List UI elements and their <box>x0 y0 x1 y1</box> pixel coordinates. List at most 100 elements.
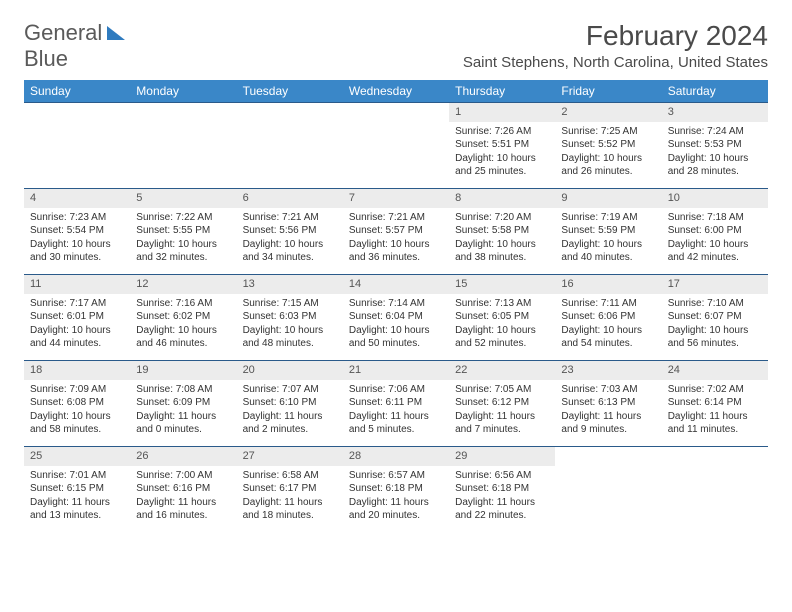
calendar-cell: 25Sunrise: 7:01 AMSunset: 6:15 PMDayligh… <box>24 447 130 533</box>
calendar-row: 4Sunrise: 7:23 AMSunset: 5:54 PMDaylight… <box>24 189 768 275</box>
sunrise-line: Sunrise: 7:09 AM <box>30 383 124 397</box>
calendar-cell: 1Sunrise: 7:26 AMSunset: 5:51 PMDaylight… <box>449 103 555 189</box>
calendar-cell: 11Sunrise: 7:17 AMSunset: 6:01 PMDayligh… <box>24 275 130 361</box>
weekday-header-row: Sunday Monday Tuesday Wednesday Thursday… <box>24 80 768 103</box>
sunrise-line: Sunrise: 7:15 AM <box>243 297 337 311</box>
day-details: Sunrise: 7:11 AMSunset: 6:06 PMDaylight:… <box>555 294 661 355</box>
sunrise-line: Sunrise: 7:19 AM <box>561 211 655 225</box>
sunset-line: Sunset: 6:07 PM <box>668 310 762 324</box>
location: Saint Stephens, North Carolina, United S… <box>463 54 768 71</box>
day-details: Sunrise: 6:57 AMSunset: 6:18 PMDaylight:… <box>343 466 449 527</box>
day-number: 13 <box>237 275 343 294</box>
calendar-cell: .. <box>555 447 661 533</box>
day-details: Sunrise: 7:19 AMSunset: 5:59 PMDaylight:… <box>555 208 661 269</box>
sunset-line: Sunset: 6:05 PM <box>455 310 549 324</box>
sunset-line: Sunset: 5:55 PM <box>136 224 230 238</box>
day-details: Sunrise: 7:14 AMSunset: 6:04 PMDaylight:… <box>343 294 449 355</box>
daylight-line: Daylight: 10 hours and 58 minutes. <box>30 410 124 437</box>
day-details: Sunrise: 7:24 AMSunset: 5:53 PMDaylight:… <box>662 122 768 183</box>
calendar-cell: 8Sunrise: 7:20 AMSunset: 5:58 PMDaylight… <box>449 189 555 275</box>
day-number: 21 <box>343 361 449 380</box>
sunrise-line: Sunrise: 7:20 AM <box>455 211 549 225</box>
sunset-line: Sunset: 6:18 PM <box>349 482 443 496</box>
day-details: Sunrise: 6:56 AMSunset: 6:18 PMDaylight:… <box>449 466 555 527</box>
sunrise-line: Sunrise: 6:57 AM <box>349 469 443 483</box>
calendar-cell: 6Sunrise: 7:21 AMSunset: 5:56 PMDaylight… <box>237 189 343 275</box>
sunrise-line: Sunrise: 7:06 AM <box>349 383 443 397</box>
calendar-row: ........1Sunrise: 7:26 AMSunset: 5:51 PM… <box>24 103 768 189</box>
calendar-cell: .. <box>662 447 768 533</box>
sunset-line: Sunset: 6:00 PM <box>668 224 762 238</box>
day-number: 22 <box>449 361 555 380</box>
sunrise-line: Sunrise: 7:07 AM <box>243 383 337 397</box>
sunset-line: Sunset: 6:13 PM <box>561 396 655 410</box>
daylight-line: Daylight: 10 hours and 46 minutes. <box>136 324 230 351</box>
daylight-line: Daylight: 10 hours and 42 minutes. <box>668 238 762 265</box>
calendar-cell: 27Sunrise: 6:58 AMSunset: 6:17 PMDayligh… <box>237 447 343 533</box>
day-number: 11 <box>24 275 130 294</box>
day-number: 3 <box>662 103 768 122</box>
day-details: Sunrise: 7:21 AMSunset: 5:57 PMDaylight:… <box>343 208 449 269</box>
day-number: 5 <box>130 189 236 208</box>
daylight-line: Daylight: 10 hours and 52 minutes. <box>455 324 549 351</box>
daylight-line: Daylight: 10 hours and 30 minutes. <box>30 238 124 265</box>
daylight-line: Daylight: 10 hours and 56 minutes. <box>668 324 762 351</box>
day-details: Sunrise: 7:23 AMSunset: 5:54 PMDaylight:… <box>24 208 130 269</box>
day-details: Sunrise: 7:16 AMSunset: 6:02 PMDaylight:… <box>130 294 236 355</box>
sunrise-line: Sunrise: 7:25 AM <box>561 125 655 139</box>
sunset-line: Sunset: 6:04 PM <box>349 310 443 324</box>
day-number: 27 <box>237 447 343 466</box>
day-details: Sunrise: 7:10 AMSunset: 6:07 PMDaylight:… <box>662 294 768 355</box>
weekday-header: Tuesday <box>237 80 343 103</box>
weekday-header: Wednesday <box>343 80 449 103</box>
calendar-cell: 18Sunrise: 7:09 AMSunset: 6:08 PMDayligh… <box>24 361 130 447</box>
day-details: Sunrise: 7:01 AMSunset: 6:15 PMDaylight:… <box>24 466 130 527</box>
calendar-cell: 20Sunrise: 7:07 AMSunset: 6:10 PMDayligh… <box>237 361 343 447</box>
sunset-line: Sunset: 5:53 PM <box>668 138 762 152</box>
sunset-line: Sunset: 5:57 PM <box>349 224 443 238</box>
sunrise-line: Sunrise: 7:03 AM <box>561 383 655 397</box>
sunset-line: Sunset: 6:06 PM <box>561 310 655 324</box>
sunset-line: Sunset: 5:52 PM <box>561 138 655 152</box>
calendar-cell: 24Sunrise: 7:02 AMSunset: 6:14 PMDayligh… <box>662 361 768 447</box>
calendar-cell: 26Sunrise: 7:00 AMSunset: 6:16 PMDayligh… <box>130 447 236 533</box>
day-details: Sunrise: 7:21 AMSunset: 5:56 PMDaylight:… <box>237 208 343 269</box>
calendar-cell: 19Sunrise: 7:08 AMSunset: 6:09 PMDayligh… <box>130 361 236 447</box>
day-number: 19 <box>130 361 236 380</box>
calendar-cell: 3Sunrise: 7:24 AMSunset: 5:53 PMDaylight… <box>662 103 768 189</box>
sunrise-line: Sunrise: 7:16 AM <box>136 297 230 311</box>
day-number: 8 <box>449 189 555 208</box>
calendar-cell: 13Sunrise: 7:15 AMSunset: 6:03 PMDayligh… <box>237 275 343 361</box>
calendar-cell: 29Sunrise: 6:56 AMSunset: 6:18 PMDayligh… <box>449 447 555 533</box>
day-details: Sunrise: 6:58 AMSunset: 6:17 PMDaylight:… <box>237 466 343 527</box>
sunrise-line: Sunrise: 7:14 AM <box>349 297 443 311</box>
sunrise-line: Sunrise: 6:56 AM <box>455 469 549 483</box>
day-number: 17 <box>662 275 768 294</box>
daylight-line: Daylight: 10 hours and 36 minutes. <box>349 238 443 265</box>
daylight-line: Daylight: 11 hours and 16 minutes. <box>136 496 230 523</box>
day-number: 28 <box>343 447 449 466</box>
calendar-cell: 14Sunrise: 7:14 AMSunset: 6:04 PMDayligh… <box>343 275 449 361</box>
daylight-line: Daylight: 11 hours and 9 minutes. <box>561 410 655 437</box>
sunrise-line: Sunrise: 7:11 AM <box>561 297 655 311</box>
sunset-line: Sunset: 6:08 PM <box>30 396 124 410</box>
sunset-line: Sunset: 5:54 PM <box>30 224 124 238</box>
sunset-line: Sunset: 5:58 PM <box>455 224 549 238</box>
sunset-line: Sunset: 6:03 PM <box>243 310 337 324</box>
daylight-line: Daylight: 10 hours and 50 minutes. <box>349 324 443 351</box>
calendar-cell: 28Sunrise: 6:57 AMSunset: 6:18 PMDayligh… <box>343 447 449 533</box>
title-block: February 2024 Saint Stephens, North Caro… <box>463 20 768 71</box>
sunset-line: Sunset: 6:02 PM <box>136 310 230 324</box>
day-number: 9 <box>555 189 661 208</box>
day-number: 25 <box>24 447 130 466</box>
day-details: Sunrise: 7:00 AMSunset: 6:16 PMDaylight:… <box>130 466 236 527</box>
calendar-cell: 16Sunrise: 7:11 AMSunset: 6:06 PMDayligh… <box>555 275 661 361</box>
day-number: 16 <box>555 275 661 294</box>
sunrise-line: Sunrise: 7:18 AM <box>668 211 762 225</box>
logo-text-wrap: General Blue <box>24 20 125 72</box>
calendar-row: 18Sunrise: 7:09 AMSunset: 6:08 PMDayligh… <box>24 361 768 447</box>
sunset-line: Sunset: 6:10 PM <box>243 396 337 410</box>
calendar-table: Sunday Monday Tuesday Wednesday Thursday… <box>24 80 768 533</box>
sunset-line: Sunset: 6:09 PM <box>136 396 230 410</box>
day-number: 15 <box>449 275 555 294</box>
